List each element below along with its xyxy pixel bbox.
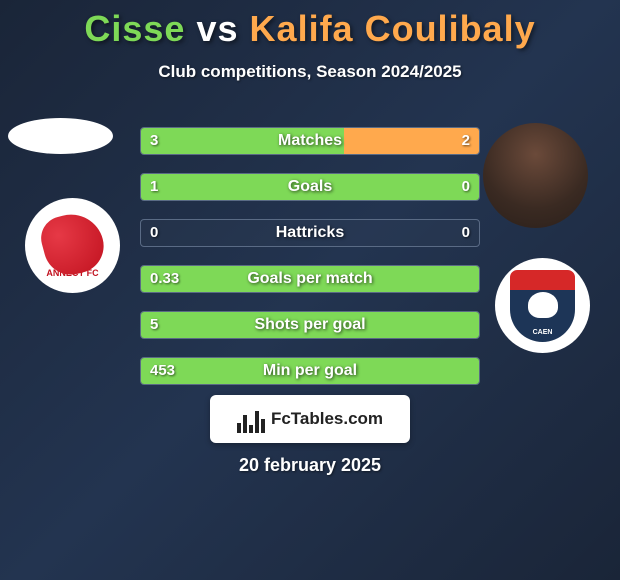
subtitle: Club competitions, Season 2024/2025 (0, 62, 620, 82)
stats-container: 32Matches10Goals00Hattricks0.33Goals per… (0, 118, 620, 394)
barchart-icon (237, 405, 265, 433)
brand-text: FcTables.com (271, 409, 383, 429)
stat-label: Goals per match (140, 270, 480, 288)
stat-row: 32Matches (0, 118, 620, 164)
player2-name: Kalifa Coulibaly (250, 8, 536, 49)
stat-row: 453Min per goal (0, 348, 620, 394)
comparison-title: Cisse vs Kalifa Coulibaly (0, 0, 620, 50)
stat-label: Min per goal (140, 362, 480, 380)
stat-row: 10Goals (0, 164, 620, 210)
vs-text: vs (196, 8, 238, 49)
player1-name: Cisse (84, 8, 185, 49)
brand-badge: FcTables.com (210, 395, 410, 443)
stat-row: 00Hattricks (0, 210, 620, 256)
stat-label: Goals (140, 178, 480, 196)
stat-row: 5Shots per goal (0, 302, 620, 348)
stat-row: 0.33Goals per match (0, 256, 620, 302)
stat-label: Shots per goal (140, 316, 480, 334)
stat-label: Hattricks (140, 224, 480, 242)
date-text: 20 february 2025 (0, 455, 620, 476)
stat-label: Matches (140, 132, 480, 150)
